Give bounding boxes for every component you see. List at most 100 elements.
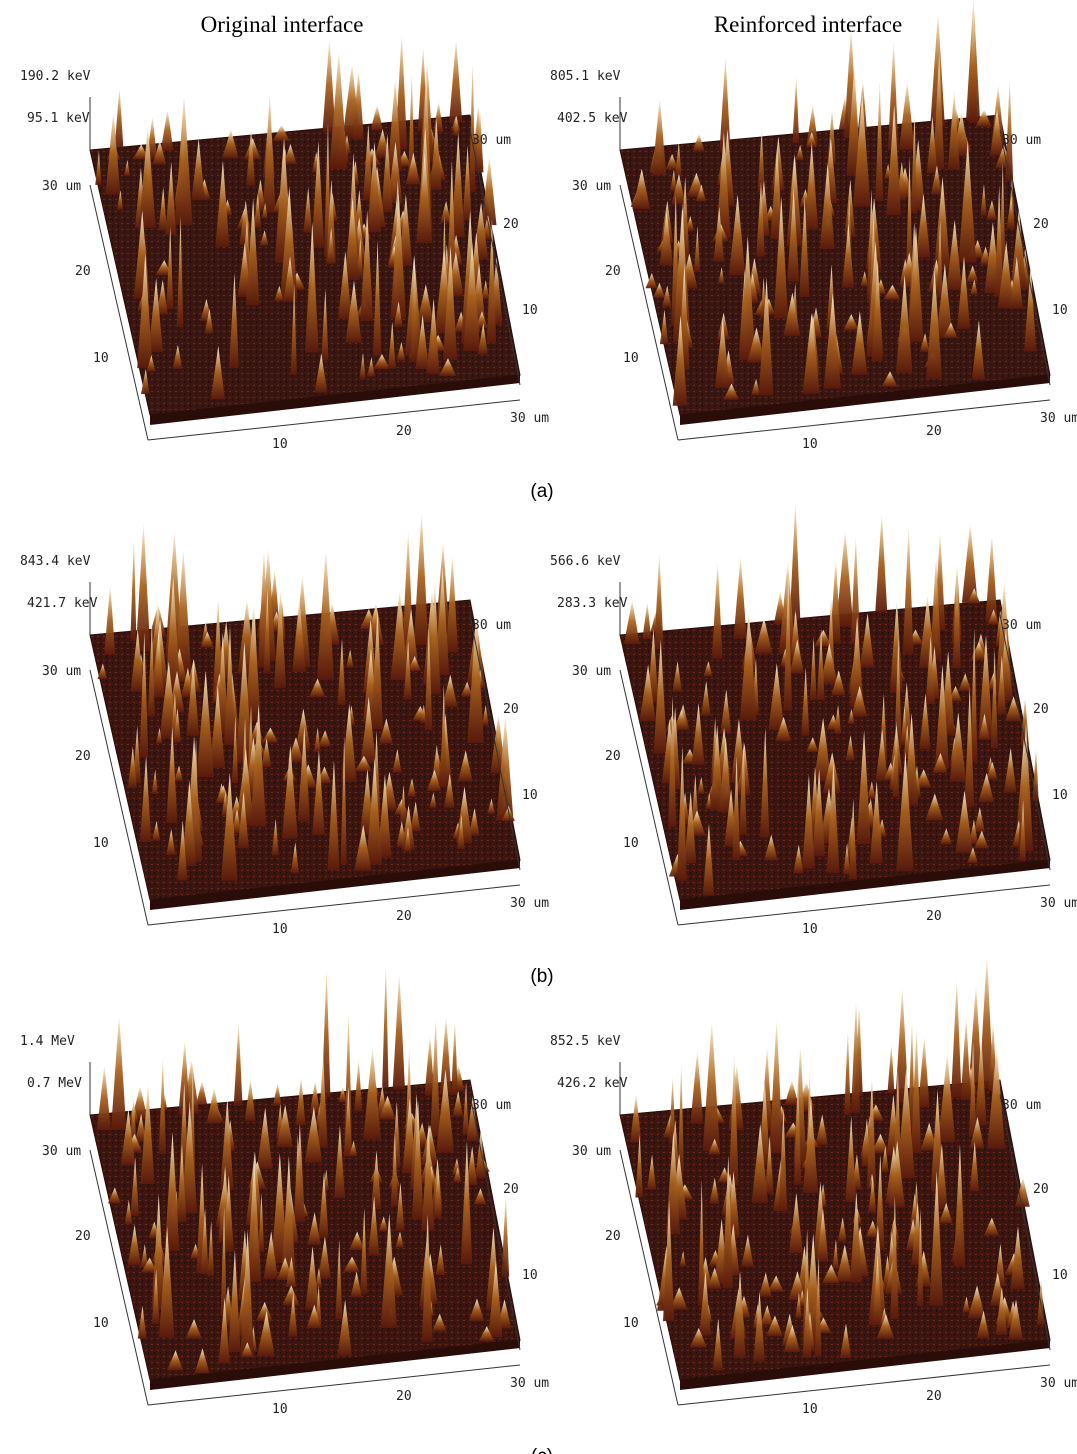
- surface-peak: [931, 165, 942, 195]
- surface-peak: [832, 1239, 839, 1269]
- surface-peak: [801, 667, 810, 736]
- surface-peak: [975, 109, 992, 127]
- surface-peak: [240, 1229, 254, 1355]
- surface-peak: [662, 285, 672, 307]
- right-tick-label: 10: [1052, 303, 1068, 318]
- surface-peak: [1024, 264, 1037, 352]
- panel-label: (b): [530, 966, 553, 987]
- surface-peak: [758, 1272, 772, 1297]
- surface-peak: [933, 176, 951, 270]
- surface-peak: [297, 726, 310, 822]
- surface-peak: [349, 1140, 358, 1157]
- surface-peak: [667, 695, 677, 828]
- surface-peak: [868, 1175, 877, 1213]
- surface-peak: [410, 258, 419, 362]
- surface-peak: [287, 737, 304, 762]
- surface-peak: [802, 1287, 812, 1358]
- surface-peak: [676, 746, 687, 881]
- surface-peak: [468, 1298, 485, 1322]
- surface-peak: [936, 263, 953, 338]
- surface-peak: [812, 769, 826, 857]
- surface-peak: [148, 277, 163, 352]
- surface-peak: [325, 179, 337, 264]
- surface-peak: [788, 1271, 806, 1301]
- surface-peak: [215, 160, 230, 247]
- surface-peak: [739, 236, 756, 361]
- surface-peak: [210, 345, 225, 400]
- surface-peak: [107, 1187, 121, 1204]
- z-max-label: 843.4 keV: [20, 554, 91, 569]
- surface-peak: [997, 241, 1014, 309]
- surface-peak: [768, 663, 785, 731]
- surface-peak: [976, 1310, 990, 1339]
- surface-peak: [866, 1073, 877, 1188]
- surface-peak: [802, 312, 820, 394]
- surface-peak: [673, 709, 689, 730]
- surface-peak: [152, 140, 167, 165]
- surface-peak: [137, 1305, 147, 1339]
- surface-peak: [174, 93, 193, 226]
- surface-peak: [151, 1269, 160, 1324]
- left-tick-label: 30 um: [42, 664, 81, 679]
- surface-peak: [702, 823, 715, 896]
- surface-peak: [821, 1264, 840, 1284]
- surface-peak: [848, 798, 857, 880]
- panel-label: (c): [531, 1446, 553, 1454]
- surface-peak: [220, 1097, 234, 1191]
- surface-peak: [132, 144, 149, 160]
- surface-peak: [206, 1087, 222, 1124]
- surface-peak: [784, 1080, 799, 1106]
- surface-peak: [424, 1034, 435, 1096]
- surface-peak: [166, 829, 176, 856]
- surface-peak: [387, 321, 396, 369]
- right-tick-label: 30 um: [1002, 133, 1041, 148]
- surface-peak: [378, 1095, 396, 1120]
- surface-peak: [477, 323, 488, 355]
- surface-peak: [151, 1194, 166, 1310]
- surface-peak: [865, 1220, 879, 1238]
- bottom-tick-label: 30 um: [1040, 1376, 1077, 1391]
- surface-peak: [760, 1305, 774, 1326]
- left-tick-label: 10: [93, 836, 109, 851]
- surface-peak: [697, 776, 705, 794]
- surface-peak: [1003, 747, 1017, 793]
- surface-peak: [919, 332, 930, 352]
- left-tick-label: 30 um: [572, 664, 611, 679]
- surface-peak: [751, 378, 761, 396]
- surface-peak: [851, 998, 861, 1113]
- surface-peak: [787, 189, 800, 282]
- z-mid-label: 95.1 keV: [27, 111, 90, 126]
- surface-peak: [366, 757, 383, 865]
- surface-peak: [783, 292, 801, 336]
- surface-peak: [844, 1028, 851, 1115]
- surface-peak: [415, 314, 429, 370]
- surface-peak: [240, 1342, 254, 1358]
- left-axis: [619, 184, 679, 441]
- left-axis: [89, 669, 149, 926]
- left-tick-label: 30 um: [42, 179, 81, 194]
- surface-peak: [844, 179, 856, 237]
- surface-peak: [733, 1270, 746, 1359]
- surface-peak: [939, 828, 952, 845]
- surface-peak: [462, 145, 472, 221]
- surface-peak: [460, 1140, 473, 1265]
- surface-peak: [659, 309, 669, 345]
- surface-peak: [986, 761, 998, 780]
- surface-peak: [756, 181, 765, 257]
- surface-peak: [273, 588, 287, 688]
- bottom-tick-label: 20: [926, 909, 942, 924]
- bottom-tick-label: 30 um: [1040, 896, 1077, 911]
- left-axis: [89, 1149, 149, 1406]
- surface-peak: [978, 772, 995, 803]
- surface-peak: [709, 1177, 720, 1204]
- surface-peak: [930, 11, 945, 127]
- surface-peak: [139, 755, 152, 843]
- surface-peak: [718, 267, 725, 284]
- left-axis: [89, 184, 149, 441]
- right-tick-label: 20: [503, 702, 519, 717]
- surface-peak: [728, 194, 746, 276]
- surface-peak: [224, 626, 235, 745]
- surface-peak: [314, 727, 321, 753]
- surface-peak: [764, 1135, 774, 1194]
- surface-peak: [741, 1234, 754, 1267]
